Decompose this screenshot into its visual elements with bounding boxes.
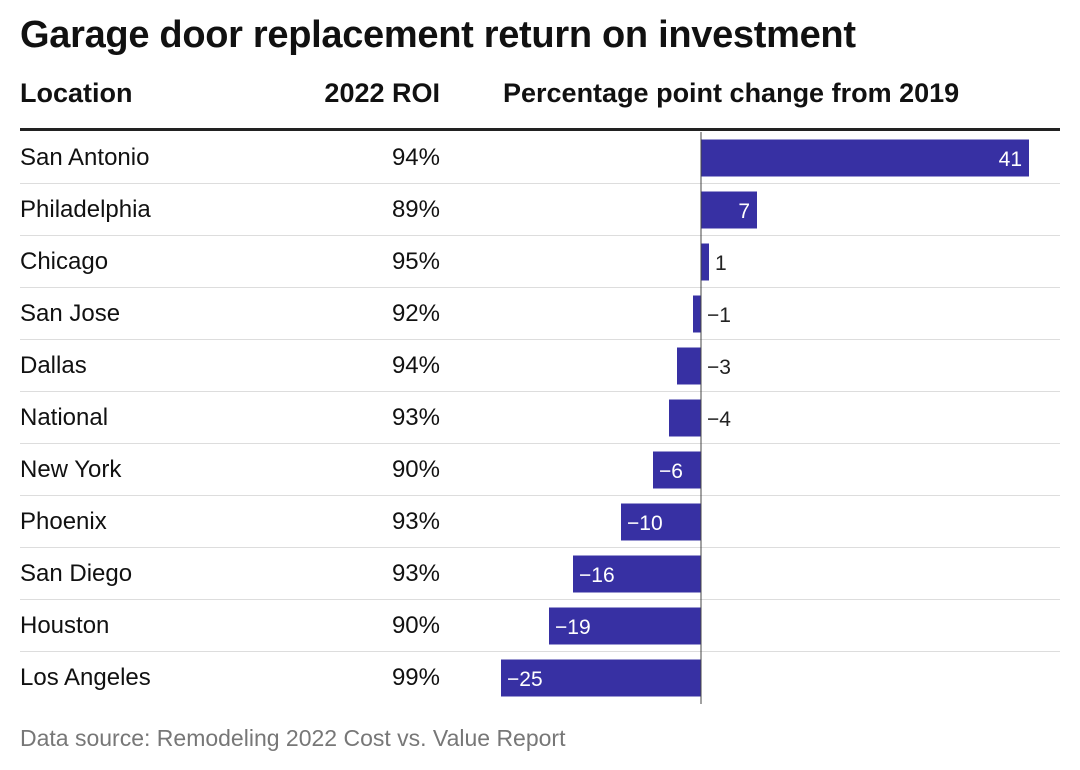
- row-separator: [20, 599, 1060, 600]
- column-header-roi: 2022 ROI: [324, 78, 440, 108]
- location-cell: Phoenix: [20, 508, 107, 535]
- location-cell: Dallas: [20, 352, 87, 379]
- roi-cell: 90%: [391, 456, 440, 483]
- table-row: Chicago 95%: [20, 236, 1060, 288]
- column-header-change: Percentage point change from 2019: [503, 78, 960, 108]
- location-cell: Houston: [20, 612, 110, 639]
- table-row: San Jose 92%: [20, 288, 1060, 340]
- roi-cell: 94%: [391, 144, 440, 171]
- row-separator: [20, 443, 1060, 444]
- table-row: Philadelphia 89%: [20, 184, 1060, 236]
- location-cell: San Antonio: [20, 144, 150, 171]
- table-row: New York 90%: [20, 444, 1060, 496]
- table-row: National 93%: [20, 392, 1060, 444]
- table-row: Houston 90%: [20, 600, 1060, 652]
- location-cell: National: [20, 404, 109, 431]
- row-separator: [20, 183, 1060, 184]
- roi-cell: 92%: [391, 300, 440, 327]
- location-cell: San Jose: [20, 300, 121, 327]
- table-row: Dallas 94%: [20, 340, 1060, 392]
- roi-cell: 90%: [391, 612, 440, 639]
- row-separator: [20, 235, 1060, 236]
- row-separator: [20, 287, 1060, 288]
- roi-cell: 93%: [391, 404, 440, 431]
- location-cell: Philadelphia: [20, 196, 151, 223]
- row-separator: [20, 495, 1060, 496]
- table-row: San Diego 93%: [20, 548, 1060, 600]
- location-cell: New York: [20, 456, 122, 483]
- row-separator: [20, 391, 1060, 392]
- roi-cell: 94%: [391, 352, 440, 379]
- roi-cell: 93%: [391, 560, 440, 587]
- column-header-location: Location: [20, 78, 133, 108]
- roi-cell: 89%: [391, 196, 440, 223]
- data-source: Data source: Remodeling 2022 Cost vs. Va…: [20, 725, 566, 751]
- row-separator: [20, 547, 1060, 548]
- table-row: Los Angeles 99%: [20, 652, 1060, 704]
- table-row: San Antonio 94%: [20, 132, 1060, 184]
- row-separator: [20, 339, 1060, 340]
- roi-cell: 93%: [391, 508, 440, 535]
- location-cell: San Diego: [20, 560, 133, 587]
- roi-cell: 99%: [391, 664, 440, 691]
- roi-cell: 95%: [391, 248, 440, 275]
- location-cell: Chicago: [20, 248, 109, 275]
- table-row: Phoenix 93%: [20, 496, 1060, 548]
- header-rule: [20, 128, 1060, 131]
- row-separator: [20, 651, 1060, 652]
- chart-title: Garage door replacement return on invest…: [20, 14, 856, 56]
- location-cell: Los Angeles: [20, 664, 151, 691]
